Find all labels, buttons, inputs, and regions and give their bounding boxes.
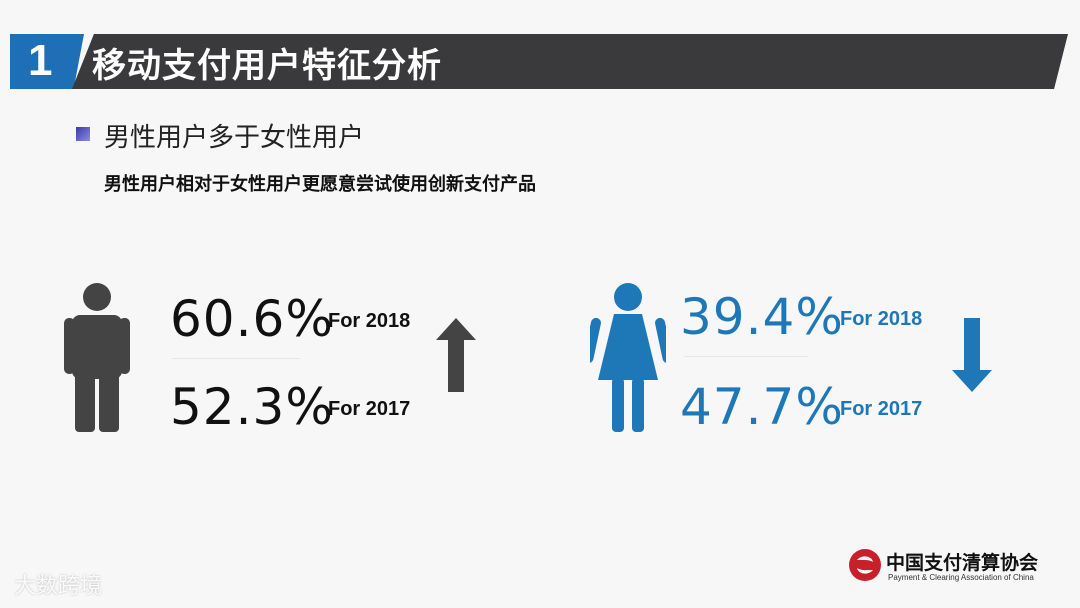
male-stat-2017: 52.3%: [170, 378, 334, 436]
female-stat-2017: 47.7%: [680, 378, 844, 436]
bullet-icon: [76, 127, 90, 141]
male-stat-2018: 60.6%: [170, 290, 334, 348]
female-divider: [684, 356, 808, 357]
section-number-badge: 1: [10, 34, 84, 89]
association-name-en: Payment & Clearing Association of China: [888, 573, 1034, 582]
association-logo-icon: [849, 549, 881, 581]
section-number: 1: [28, 36, 53, 85]
watermark: 大数跨境: [14, 574, 103, 599]
male-divider: [172, 358, 300, 359]
arrow-up-icon: [436, 318, 476, 392]
arrow-down-icon: [952, 318, 992, 392]
female-label-2018: For 2018: [840, 308, 923, 330]
female-person-icon: [590, 283, 666, 432]
section-title: 男性用户多于女性用户: [104, 123, 365, 153]
header-bar: [72, 34, 1068, 89]
page-title: 移动支付用户特征分析: [92, 46, 442, 86]
male-person-icon: [64, 283, 130, 432]
female-label-2017: For 2017: [840, 398, 923, 420]
female-stat-2018: 39.4%: [680, 288, 844, 346]
association-name-cn: 中国支付清算协会: [886, 552, 1039, 574]
male-label-2018: For 2018: [328, 310, 411, 332]
male-label-2017: For 2017: [328, 398, 411, 420]
section-description: 男性用户相对于女性用户更愿意尝试使用创新支付产品: [104, 174, 536, 195]
